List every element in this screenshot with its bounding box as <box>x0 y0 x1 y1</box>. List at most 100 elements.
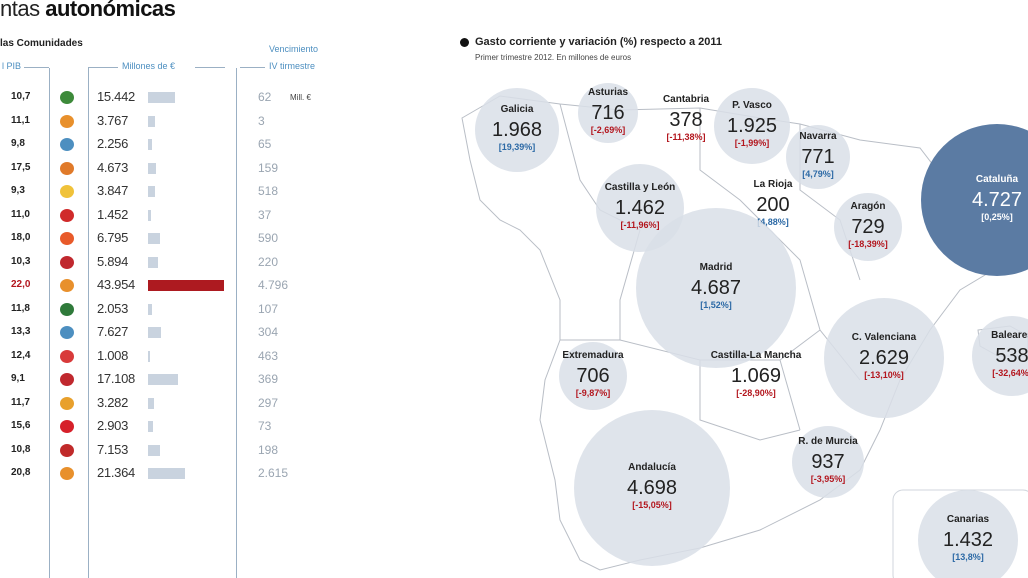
maturity-value: 590 <box>258 231 279 245</box>
map-title: Gasto corriente y variación (%) respecto… <box>475 36 723 48</box>
debt-value: 15.442 <box>97 89 135 104</box>
region-name-label: R. de Murcia <box>798 436 858 447</box>
column-header-vencimiento: Vencimiento <box>269 44 319 54</box>
region-flag-icon <box>60 91 74 104</box>
region-flag-icon <box>60 443 74 457</box>
debt-bar <box>148 280 224 291</box>
table-row: 11,0 1.452 37 <box>0 204 340 228</box>
region-value-label: 4.698 <box>627 477 677 499</box>
debt-bar <box>148 233 160 244</box>
region-change-label: [19,39%] <box>499 142 536 152</box>
pib-value: 11,7 <box>11 396 30 408</box>
debt-value: 4.673 <box>97 159 129 175</box>
pib-value: 9,1 <box>11 373 25 384</box>
map-subtitle: Primer trimestre 2012. En millones de eu… <box>475 53 632 62</box>
pib-value: 11,1 <box>11 114 30 126</box>
region-bubble <box>559 342 627 410</box>
region-bubble <box>834 193 902 261</box>
debt-bar <box>148 162 156 174</box>
debt-value: 43.954 <box>97 277 135 292</box>
region-flag-icon <box>60 373 74 386</box>
debt-value: 3.282 <box>97 394 129 410</box>
region-name-label: Galicia <box>501 104 534 115</box>
maturity-value: 518 <box>258 184 279 198</box>
region-value-label: 1.968 <box>492 119 542 141</box>
maturity-value: 65 <box>258 137 272 151</box>
region-flag-icon <box>60 467 74 480</box>
debt-value: 6.795 <box>97 230 129 245</box>
pib-value: 10,8 <box>11 443 31 455</box>
pib-value: 11,0 <box>11 208 30 220</box>
region-flag-icon <box>60 255 74 269</box>
column-divider <box>236 68 237 578</box>
table-row: 18,0 6.795 590 <box>0 227 340 251</box>
region-name-label: Aragón <box>851 201 886 212</box>
region-value-label: 706 <box>576 365 609 387</box>
debt-bar <box>148 303 152 315</box>
region-name-label: Baleares <box>991 330 1028 341</box>
table-row: 17,5 4.673 159 <box>0 157 340 181</box>
region-change-label: [-9,87%] <box>576 388 611 398</box>
region-value-label: 716 <box>591 102 624 124</box>
maturity-value: 2.615 <box>258 466 289 480</box>
table-row: 9,8 2.256 65 <box>0 133 340 157</box>
maturity-value: 107 <box>258 301 279 316</box>
region-value-label: 1.462 <box>615 197 665 219</box>
region-flag-icon <box>60 349 74 363</box>
debt-value: 5.894 <box>97 253 129 269</box>
region-change-label: [13,8%] <box>952 552 984 562</box>
pib-value: 13,3 <box>11 326 31 337</box>
region-flag-icon <box>60 232 74 245</box>
debt-value: 7.153 <box>97 441 129 457</box>
region-change-label: [-2,69%] <box>591 125 626 135</box>
region-value-label: 1.069 <box>731 365 781 387</box>
pib-value: 12,4 <box>11 349 31 361</box>
region-value-label: 4.687 <box>691 277 741 299</box>
debt-value: 2.903 <box>97 418 129 433</box>
region-value-label: 538 <box>995 345 1028 367</box>
debt-value: 1.452 <box>97 206 129 222</box>
debt-value: 21.364 <box>97 465 135 480</box>
header-rule <box>240 67 265 68</box>
region-value-label: 2.629 <box>859 347 909 369</box>
region-bubble <box>574 410 730 566</box>
debt-bar <box>148 256 158 268</box>
table-row: 13,3 7.627 304 <box>0 321 340 345</box>
region-name-label: Madrid <box>700 262 733 273</box>
region-flag-icon <box>60 279 74 292</box>
bullet-icon <box>460 38 469 47</box>
maturity-value: 369 <box>258 372 279 386</box>
table-row: 10,8 7.153 198 <box>0 439 340 463</box>
region-bubble <box>918 490 1018 578</box>
column-header-trimestre: IV tirmestre <box>269 61 316 71</box>
table-row: 20,8 21.364 2.615 <box>0 462 340 486</box>
debt-value: 17.108 <box>97 371 135 386</box>
maturity-value: 304 <box>258 325 279 339</box>
region-flag-icon <box>60 420 74 433</box>
pib-value: 22,0 <box>11 279 31 290</box>
table-row: 15,6 2.903 73 <box>0 415 340 439</box>
maturity-value: 220 <box>258 254 279 269</box>
region-value-label: 1.432 <box>943 529 993 551</box>
pib-value: 11,8 <box>11 302 30 314</box>
region-bubble <box>972 316 1028 396</box>
region-change-label: [4,79%] <box>802 169 834 179</box>
header-rule <box>24 67 49 68</box>
debt-value: 3.847 <box>97 183 129 198</box>
region-bubble <box>636 208 796 368</box>
region-name-label: Andalucía <box>628 462 676 473</box>
region-name-label: Castilla-La Mancha <box>711 350 802 361</box>
header-rule <box>88 67 118 68</box>
maturity-value: 463 <box>258 348 279 363</box>
region-bubble <box>475 88 559 172</box>
table-row: 22,0 43.954 4.796 <box>0 274 340 298</box>
region-change-label: [4,88%] <box>757 217 789 227</box>
region-name-label: La Rioja <box>754 179 793 190</box>
region-change-label: [0,25%] <box>981 212 1013 222</box>
maturity-value: 4.796 <box>258 278 289 292</box>
table-subhead: las Comunidades <box>0 38 83 49</box>
region-flag-icon <box>60 396 74 410</box>
debt-bar <box>148 327 161 338</box>
page-title: ntas autonómicas <box>0 0 176 22</box>
table-row: 9,1 17.108 369 <box>0 368 340 392</box>
